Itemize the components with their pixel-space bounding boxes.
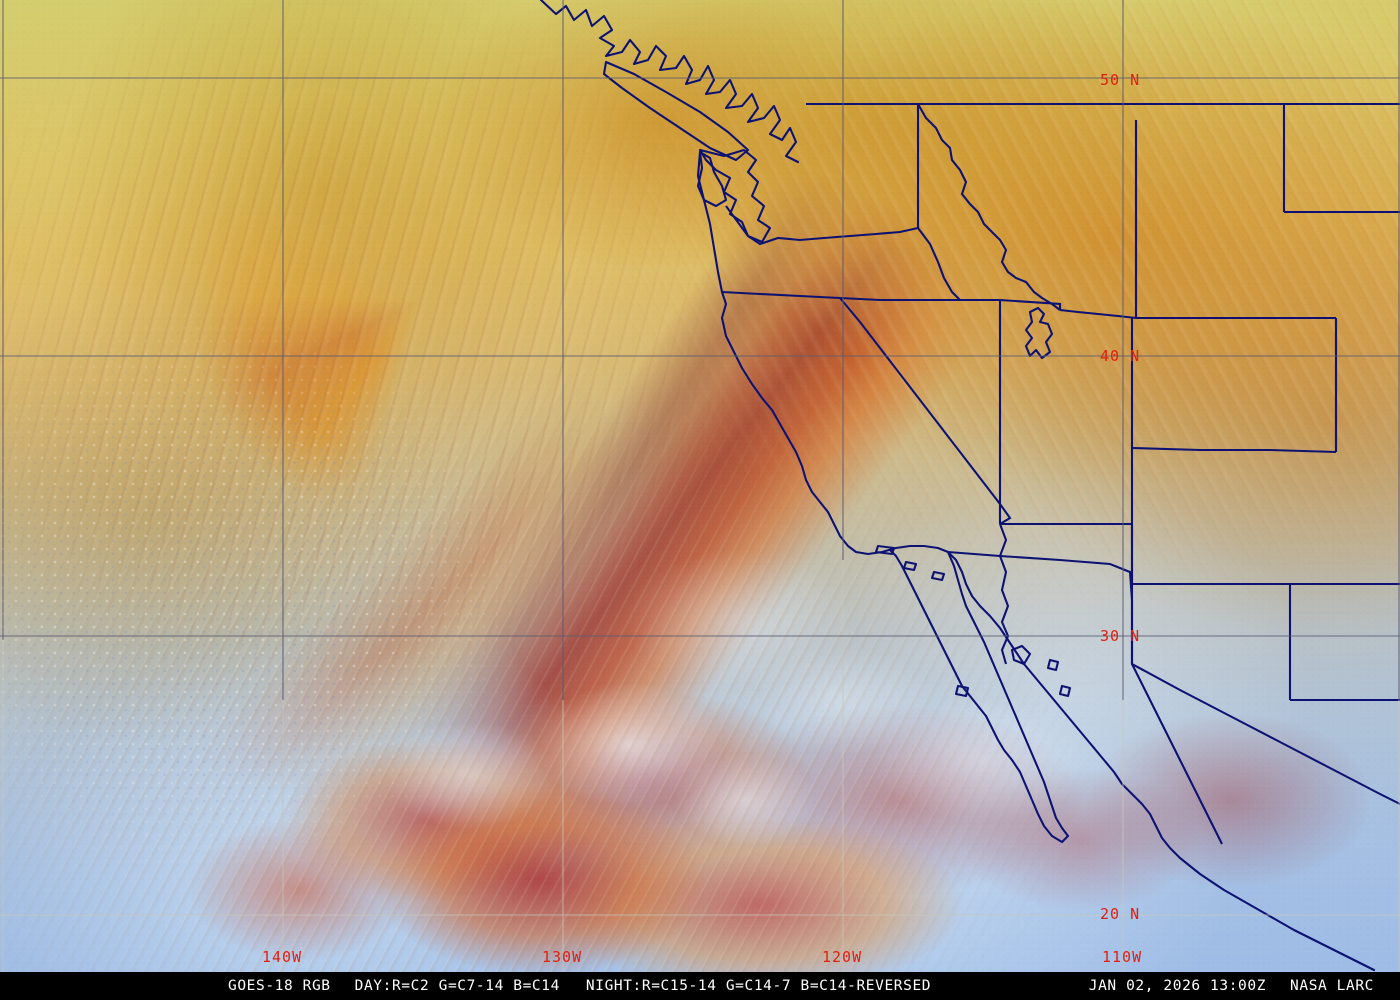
coastline-baja-california	[888, 548, 1070, 844]
rgb-recipe-day-label: DAY:R=C2 G=C7-14 B=C14	[354, 978, 560, 994]
meridian-lines	[2, 0, 1400, 972]
border-idaho-montana	[917, 103, 1061, 311]
coastline-mexico-mainland	[1092, 746, 1376, 972]
coastline-puget-sound	[698, 148, 772, 244]
coastline-vancouver-island	[602, 60, 750, 162]
island-guadalupe	[954, 684, 970, 698]
island-channel-islands-a	[874, 544, 896, 556]
lon-label-140w: 140W	[262, 948, 302, 966]
island-gulf-of-california-a	[1046, 658, 1060, 672]
timestamp-label: JAN 02, 2026 13:00Z	[1088, 978, 1267, 994]
lat-label-30n: 30 N	[1100, 627, 1140, 645]
border-nevada-california	[839, 297, 1012, 525]
island-channel-islands-b	[902, 560, 918, 572]
border-california-arizona	[998, 523, 1010, 665]
border-idaho-wyoming	[1059, 308, 1137, 320]
satellite-name-label: GOES-18 RGB	[228, 978, 331, 994]
border-idaho-utah	[999, 298, 1062, 310]
map-overlay	[539, 0, 1400, 972]
border-wyoming-colorado	[1131, 446, 1337, 454]
border-washington-oregon	[725, 205, 919, 246]
lat-label-50n: 50 N	[1100, 71, 1140, 89]
rgb-recipe-night-label: NIGHT:R=C15-14 G=C14-7 B=C14-REVERSED	[585, 978, 932, 994]
lat-label-20n: 20 N	[1100, 905, 1140, 923]
border-oregon-idaho	[917, 227, 961, 301]
lon-label-120w: 120W	[822, 948, 862, 966]
lon-label-110w: 110W	[1102, 948, 1142, 966]
island-channel-islands-c	[930, 570, 946, 582]
lat-lon-graticule: 50 N 40 N 30 N 20 N 140W 130W 120W 110W	[0, 0, 1400, 972]
lake-salton-sea	[1010, 644, 1032, 666]
border-oregon-california	[721, 290, 1000, 302]
coastline-british-columbia	[539, 0, 800, 164]
lake-great-salt-lake	[1024, 306, 1054, 360]
parallel-lines	[0, 77, 1400, 916]
caption-bar: GOES-18 RGB DAY:R=C2 G=C7-14 B=C14 NIGHT…	[0, 972, 1400, 1000]
satellite-imagery-canvas[interactable]: 50 N 40 N 30 N 20 N 140W 130W 120W 110W	[0, 0, 1400, 972]
island-gulf-of-california-b	[1058, 684, 1072, 698]
lon-label-130w: 130W	[542, 948, 582, 966]
source-label: NASA LARC	[1290, 978, 1374, 994]
coastline-olympic-peninsula	[696, 150, 728, 208]
coastline-pacific-west	[696, 150, 1096, 750]
border-mexico-states	[1131, 663, 1223, 845]
lat-label-40n: 40 N	[1100, 347, 1140, 365]
